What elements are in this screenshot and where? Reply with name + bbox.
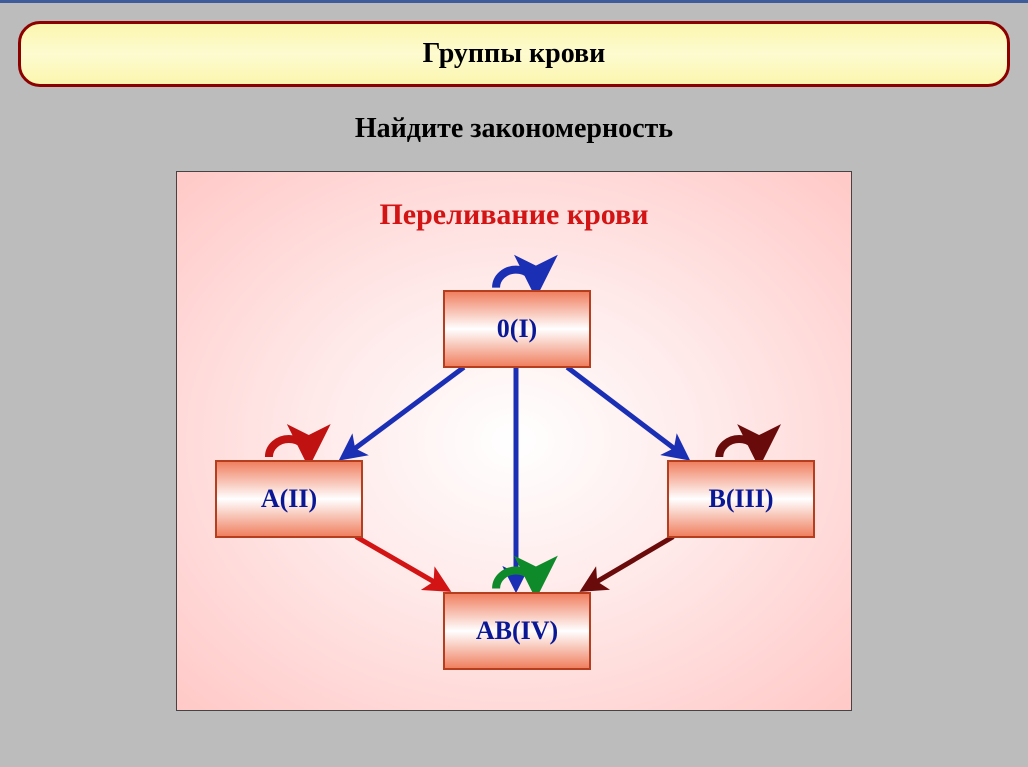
blood-transfusion-diagram: Переливание крови 0(I) A(II) B(III) AB(IV) — [176, 171, 852, 711]
edge-o1-b3 — [567, 367, 685, 456]
node-b3: B(III) — [667, 460, 815, 538]
self-loop-o1 — [496, 270, 536, 288]
edge-a2-ab4 — [356, 537, 445, 589]
node-ab4: AB(IV) — [443, 592, 591, 670]
self-loop-b3 — [719, 439, 759, 457]
subtitle: Найдите закономерность — [0, 113, 1028, 145]
self-loop-a2 — [269, 439, 309, 457]
edge-o1-a2 — [344, 367, 464, 456]
diagram-title: Переливание крови — [177, 198, 851, 232]
self-loop-ab4 — [496, 571, 536, 589]
edge-b3-ab4 — [585, 537, 673, 589]
node-a2: A(II) — [215, 460, 363, 538]
node-o1: 0(I) — [443, 290, 591, 368]
page-title: Группы крови — [423, 38, 606, 70]
title-bar: Группы крови — [18, 21, 1010, 87]
